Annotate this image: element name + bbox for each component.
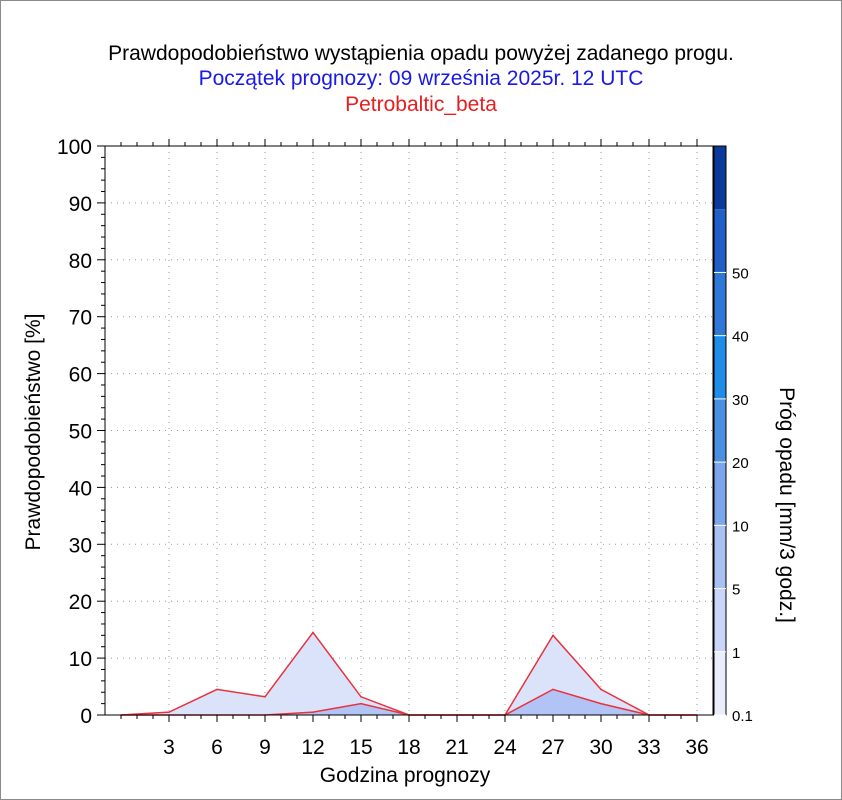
x-tick-label: 15 xyxy=(349,736,372,759)
x-tick-label: 6 xyxy=(211,736,223,759)
x-tick-label: 18 xyxy=(397,736,420,759)
x-tick-label: 9 xyxy=(259,736,271,759)
model-name-subtitle: Petrobaltic_beta xyxy=(345,93,497,116)
colorbar-segment xyxy=(714,588,726,652)
colorbar-segment xyxy=(714,335,726,399)
colorbar-level-label: 40 xyxy=(732,329,749,346)
colorbar-level-label: 30 xyxy=(732,392,749,409)
colorbar-level-label: 10 xyxy=(732,518,749,535)
colorbar-level-label: 50 xyxy=(732,265,749,282)
point-threshold-0.1 xyxy=(360,695,362,698)
point-threshold-0.1 xyxy=(168,711,170,713)
colorbar-segment xyxy=(714,525,726,589)
y-tick-label: 40 xyxy=(69,477,92,500)
y-tick-label: 20 xyxy=(69,591,92,614)
colorbar-label: Próg opadu [mm/3 godz.] xyxy=(775,387,798,623)
colorbar-segment xyxy=(714,272,726,336)
point-threshold-1 xyxy=(360,702,362,705)
y-tick-label: 30 xyxy=(69,534,92,557)
area-threshold-1 xyxy=(121,689,697,715)
colorbar-level-label: 0.1 xyxy=(732,708,753,725)
y-tick-label: 0 xyxy=(80,705,92,728)
x-tick-label: 33 xyxy=(637,736,660,759)
chart-title: Prawdopodobieństwo wystąpienia opadu pow… xyxy=(108,42,734,65)
colorbar-segment xyxy=(714,462,726,526)
y-tick-label: 60 xyxy=(69,364,92,387)
point-threshold-1 xyxy=(600,702,602,705)
grid-lines xyxy=(105,146,713,715)
colorbar-labels: 0.1 1 5 10 20 30 40 50 xyxy=(732,265,753,725)
colorbar-segment xyxy=(714,398,726,463)
y-tick-label: 90 xyxy=(69,193,92,216)
point-threshold-0.1 xyxy=(312,631,314,634)
x-tick-label: 36 xyxy=(685,736,708,759)
x-tick-label: 24 xyxy=(493,736,517,759)
point-threshold-1 xyxy=(552,688,554,691)
x-tick-label: 30 xyxy=(589,736,612,759)
colorbar-segment xyxy=(714,651,726,715)
x-tick-label: 12 xyxy=(301,736,324,759)
point-threshold-0.1 xyxy=(600,688,602,691)
point-threshold-0.1 xyxy=(216,688,218,691)
x-tick-labels: 3 6 9 12 15 18 21 24 27 30 33 36 xyxy=(163,736,709,759)
x-tick-label: 27 xyxy=(541,736,564,759)
y-tick-label: 50 xyxy=(69,421,92,444)
x-tick-label: 3 xyxy=(163,736,175,759)
colorbar-segment xyxy=(714,146,726,210)
x-tick-label: 21 xyxy=(445,736,468,759)
colorbar-segment xyxy=(714,209,726,273)
y-tick-labels: 0 10 20 30 40 50 60 70 80 90 100 xyxy=(57,136,92,728)
y-axis-label: Prawdopodobieństwo [%] xyxy=(22,314,45,551)
colorbar-level-label: 20 xyxy=(732,455,749,472)
colorbar-level-label: 5 xyxy=(732,582,740,599)
x-axis-label: Godzina prognozy xyxy=(320,764,491,787)
y-tick-label: 100 xyxy=(57,136,92,159)
y-tick-label: 80 xyxy=(69,250,92,273)
point-threshold-0.1 xyxy=(264,695,266,698)
y-tick-label: 70 xyxy=(69,307,92,330)
colorbar-level-label: 1 xyxy=(732,645,740,662)
y-tick-label: 10 xyxy=(69,648,92,671)
point-threshold-0.1 xyxy=(552,634,554,637)
threshold-colorbar xyxy=(713,145,727,716)
forecast-start-subtitle: Początek prognozy: 09 września 2025r. 12… xyxy=(198,67,644,90)
point-threshold-1 xyxy=(312,711,314,713)
